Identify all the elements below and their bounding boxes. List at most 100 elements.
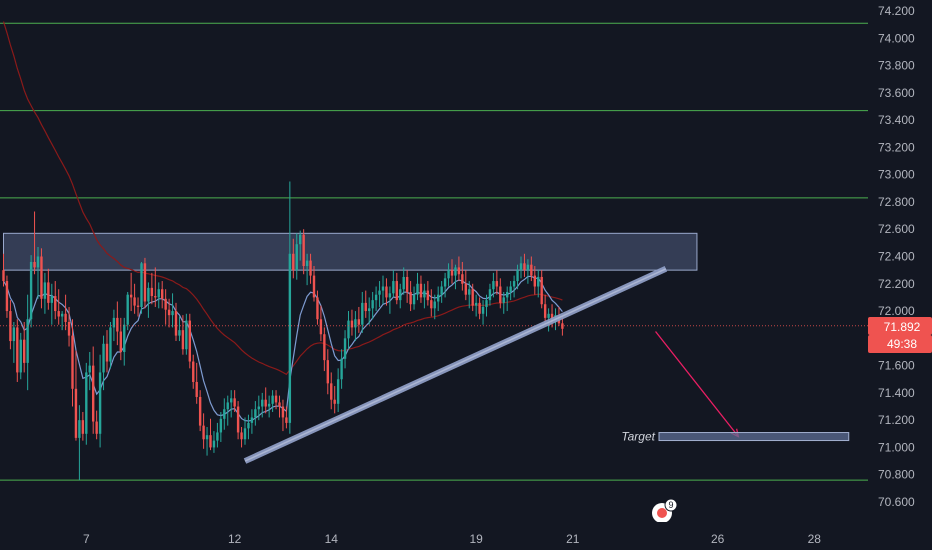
candle <box>499 278 502 309</box>
candle <box>371 291 374 320</box>
candle-body <box>205 435 209 440</box>
candle <box>274 390 278 410</box>
time-axis[interactable]: 7 12 14 19 21 26 28 <box>83 532 821 546</box>
candle <box>374 286 378 312</box>
price-tick-label: 73.400 <box>878 113 915 127</box>
candle-body <box>167 309 171 316</box>
candle-body <box>257 406 260 410</box>
candle-body <box>457 267 461 275</box>
candle <box>516 264 519 290</box>
candle-body <box>488 289 492 301</box>
candle <box>154 267 157 307</box>
candle <box>447 263 450 287</box>
candle-body <box>67 321 71 336</box>
candle-body <box>219 418 223 433</box>
candle-body <box>530 264 533 276</box>
candle <box>495 270 499 295</box>
candle <box>426 281 430 306</box>
candle <box>92 346 95 434</box>
ascending-trendline-highlight <box>244 268 667 462</box>
candle <box>309 253 312 284</box>
time-axis-background[interactable] <box>0 522 868 550</box>
candle-body <box>195 381 198 397</box>
candle <box>136 297 140 317</box>
candle-body <box>150 287 154 297</box>
candle-body <box>54 296 57 312</box>
countdown-tag <box>868 335 932 353</box>
candle-body <box>185 320 188 350</box>
candle <box>250 409 254 434</box>
candle <box>378 281 381 307</box>
candle-body <box>288 253 292 423</box>
candle <box>23 321 26 373</box>
resistance-zone[interactable] <box>3 232 698 271</box>
candle-body <box>109 327 112 362</box>
candlesticks <box>2 181 564 481</box>
candle <box>16 319 19 382</box>
price-tick-label: 73.600 <box>878 86 915 100</box>
candle-body <box>454 267 457 276</box>
candle <box>185 313 188 355</box>
candle-body <box>312 275 316 298</box>
candle <box>299 230 302 261</box>
candle <box>492 272 495 298</box>
candle-body <box>295 244 298 271</box>
candle-body <box>5 281 9 312</box>
candle <box>333 386 336 414</box>
time-tick-label: 12 <box>228 532 242 546</box>
candle <box>302 229 305 275</box>
candle <box>319 305 323 342</box>
candle-body <box>71 335 74 389</box>
candle <box>461 261 464 291</box>
candle-body <box>471 289 474 306</box>
candle <box>212 431 216 453</box>
candle-body <box>419 283 423 298</box>
horizontal-levels <box>0 22 868 481</box>
candle <box>140 261 143 314</box>
candle <box>464 270 467 301</box>
candle <box>478 297 481 320</box>
candle-body <box>430 300 433 309</box>
candle <box>47 268 50 310</box>
candle <box>157 282 160 309</box>
candle-body <box>437 294 440 302</box>
candle <box>123 317 126 366</box>
candle-body <box>240 432 243 440</box>
candle <box>247 414 250 440</box>
candle-body <box>381 286 385 291</box>
target-zone[interactable] <box>658 432 850 442</box>
candle <box>357 306 361 333</box>
candle-body <box>405 276 409 292</box>
candle-body <box>443 278 447 287</box>
candle-body <box>216 432 219 441</box>
candle <box>88 351 91 391</box>
candle-body <box>495 281 499 287</box>
candle-body <box>281 406 285 418</box>
candle-body <box>330 383 333 400</box>
candle <box>340 349 343 389</box>
candle-body <box>540 276 543 305</box>
candle-body <box>233 398 236 407</box>
candle <box>506 286 509 312</box>
candle-body <box>98 372 102 434</box>
candle <box>437 286 440 312</box>
price-axis[interactable]: 74.200 74.000 73.800 73.600 73.400 73.200 73.0… <box>878 4 915 509</box>
candle-body <box>161 289 164 299</box>
candle-body <box>26 319 29 363</box>
candle <box>412 286 416 310</box>
candle <box>12 321 16 363</box>
price-tick-label: 73.000 <box>878 168 915 182</box>
candle <box>261 392 264 418</box>
indicator-badge[interactable]: 9 <box>652 498 678 523</box>
candle <box>171 293 174 328</box>
candle <box>537 270 540 298</box>
candle <box>392 270 395 298</box>
projection-arrow-line[interactable] <box>655 331 739 437</box>
candle <box>530 256 533 282</box>
candle <box>198 390 202 432</box>
candle-body <box>105 343 109 362</box>
candle <box>288 181 292 434</box>
candle <box>60 311 64 331</box>
price-axis-background[interactable] <box>868 0 932 550</box>
